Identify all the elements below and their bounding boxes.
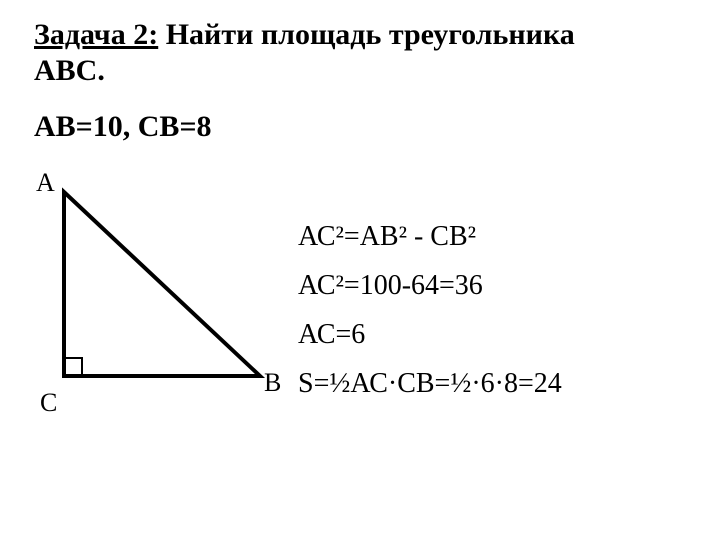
given-values: АВ=10, СВ=8 [34,110,212,144]
vertex-c-label: С [40,388,57,418]
problem-title-line1: Задача 2: Найти площадь треугольника [34,18,575,53]
vertex-b-label: В [264,368,281,398]
solution-line-4: S=½АС·СВ=½·6·8=24 [298,359,562,408]
solution-line-2: АС²=100-64=36 [298,261,562,310]
right-angle-marker [64,358,82,376]
page: Задача 2: Найти площадь треугольника АВС… [0,0,720,540]
vertex-a-label: А [36,168,55,198]
triangle-svg [30,170,290,430]
triangle-shape [64,192,260,376]
problem-title-line2: АВС. [34,54,105,88]
solution-block: АС²=АВ² - СВ² АС²=100-64=36 АС=6 S=½АС·С… [298,212,562,408]
solution-line-1: АС²=АВ² - СВ² [298,212,562,261]
problem-heading: Найти площадь треугольника [158,18,575,51]
triangle-figure: А В С [30,170,290,430]
problem-label: Задача 2: [34,18,158,51]
solution-line-3: АС=6 [298,310,562,359]
